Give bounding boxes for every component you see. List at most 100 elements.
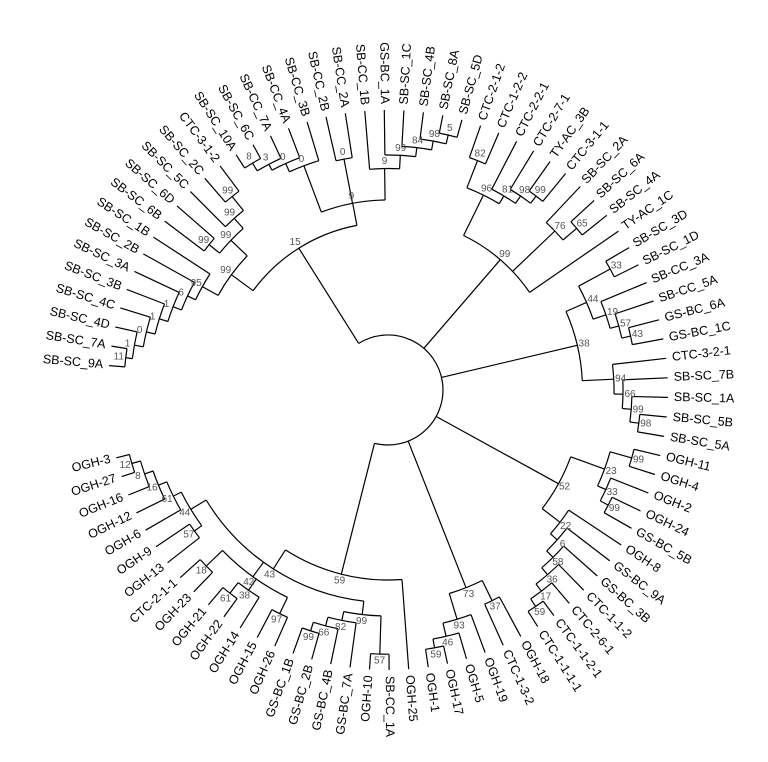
branch-radial (541, 567, 549, 575)
branch-radial (176, 205, 215, 239)
branch-radial (568, 509, 622, 546)
branch-arc (509, 188, 531, 204)
branch-radial (542, 173, 567, 202)
leaf-label: SB-CC_1A (383, 676, 397, 738)
branch-arc (541, 456, 572, 509)
bootstrap-label: 23 (606, 466, 618, 477)
bootstrap-label: 99 (198, 235, 210, 246)
branch-radial (542, 600, 555, 616)
branch-radial (541, 508, 561, 523)
bootstrap-label: 94 (615, 373, 627, 384)
branch-radial (570, 456, 605, 470)
branch-radial (285, 163, 290, 173)
branch-radial (456, 119, 463, 138)
branch-radial (614, 300, 654, 315)
bootstrap-label: 46 (442, 638, 454, 649)
bootstrap-label: 99 (356, 616, 368, 627)
bootstrap-label: 99 (220, 230, 232, 241)
bootstrap-label: 99 (609, 503, 621, 514)
leaf-label: SB-CC_1B (353, 43, 372, 105)
bootstrap-label: 59 (534, 607, 546, 618)
branch-radial (419, 112, 424, 140)
branch-radial (633, 448, 661, 457)
branch-arc (491, 188, 516, 204)
bootstrap-label: 18 (196, 566, 208, 577)
branch-radial (558, 564, 585, 591)
bootstrap-label: 57 (183, 530, 195, 541)
branch-radial (622, 377, 668, 381)
branch-radial (340, 443, 376, 575)
branch-radial (629, 421, 639, 424)
branch-radial (597, 485, 607, 491)
branch-radial (458, 632, 468, 659)
branch-radial (272, 549, 286, 570)
branch-arc (628, 449, 635, 467)
bootstrap-label: 66 (318, 627, 330, 638)
branch-radial (565, 301, 587, 313)
bootstrap-label: 8 (135, 471, 141, 482)
branch-arc (142, 317, 151, 347)
leaf-label: SB-SC_4B (417, 45, 439, 107)
branch-radial (498, 195, 505, 205)
branch-arc (199, 559, 214, 573)
branch-radial (443, 645, 449, 664)
branch-radial (481, 580, 493, 601)
branch-radial (570, 199, 595, 223)
branch-radial (128, 486, 150, 496)
branch-radial (432, 638, 436, 648)
bootstrap-label: 37 (490, 602, 502, 613)
branch-radial (600, 500, 609, 506)
branch-radial (498, 596, 522, 637)
branch-radial (230, 239, 248, 257)
branch-arc (384, 154, 416, 158)
branch-arc (600, 301, 611, 329)
branch-radial (563, 545, 598, 577)
branch-radial (484, 603, 504, 646)
branch-radial (621, 335, 631, 339)
branch-radial (229, 582, 239, 594)
branch-radial (325, 617, 329, 627)
branch-radial (248, 578, 257, 591)
branch-radial (341, 611, 345, 621)
branch-radial (193, 571, 214, 593)
branch-arc (528, 190, 544, 202)
bootstrap-label: 57 (620, 319, 632, 330)
branch-radial (551, 582, 570, 604)
branch-radial (399, 155, 401, 169)
branch-radial (527, 611, 539, 627)
leaf-label: GS-BC_4B (309, 668, 335, 731)
branch-radial (592, 314, 607, 320)
branch-radial (287, 128, 301, 158)
branch-arc (256, 157, 282, 172)
branch-radial (609, 451, 632, 459)
branch-radial (425, 649, 429, 668)
tree-branches (109, 109, 668, 671)
leaf-label: OGH-25 (403, 675, 420, 722)
branch-radial (239, 596, 260, 629)
bootstrap-label: 44 (179, 508, 191, 519)
branch-radial (303, 165, 322, 213)
branch-radial (610, 477, 649, 494)
branch-arc (222, 587, 238, 600)
bootstrap-label: 76 (554, 221, 566, 232)
branch-arc (358, 334, 444, 446)
branch-radial (550, 533, 558, 541)
leaf-label: OGH-17 (443, 668, 467, 716)
bootstrap-label: 0 (340, 147, 346, 158)
branch-arc (327, 616, 357, 624)
branch-arc (167, 292, 180, 322)
branch-radial (231, 274, 254, 292)
branch-radial (204, 177, 226, 203)
branch-radial (325, 116, 337, 161)
bootstrap-label: 97 (271, 615, 283, 626)
bootstrap-label: 99 (633, 404, 645, 415)
branch-radial (423, 259, 501, 349)
bootstrap-label: 99 (224, 208, 236, 219)
branch-radial (581, 214, 608, 236)
branch-radial (190, 499, 207, 510)
branch-arc (271, 609, 288, 618)
branch-radial (441, 344, 578, 378)
bootstrap-label: 43 (632, 329, 644, 340)
branch-radial (614, 264, 639, 278)
